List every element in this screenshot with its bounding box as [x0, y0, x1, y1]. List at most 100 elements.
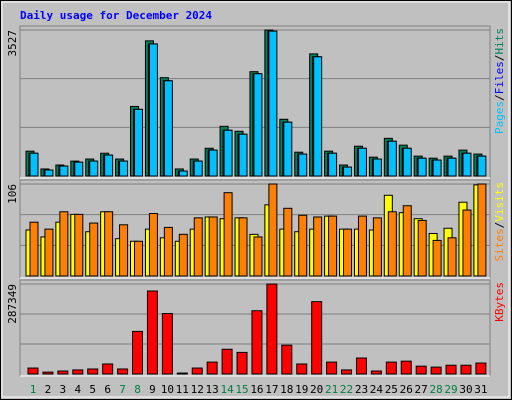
bar [223, 129, 233, 177]
bar [447, 237, 457, 277]
bar [341, 369, 353, 375]
bar [298, 153, 308, 177]
y-tick-label: 287349 [6, 284, 19, 324]
x-tick-label: 30 [459, 383, 472, 396]
bar [417, 219, 427, 277]
bar [102, 363, 114, 375]
bar [477, 183, 487, 277]
x-tick-label: 28 [429, 383, 442, 396]
bar [72, 369, 84, 375]
bar [44, 228, 54, 277]
bar [57, 370, 69, 375]
x-tick-label: 27 [415, 383, 428, 396]
x-tick-label: 21 [325, 383, 338, 396]
legend-separator: / [493, 94, 506, 101]
bar [328, 215, 338, 277]
bar [176, 372, 188, 375]
legend-entry: Files [493, 61, 506, 94]
bar [236, 351, 248, 375]
bar [387, 140, 397, 177]
bar [357, 215, 367, 277]
y-tick-label: 106 [6, 184, 19, 204]
bar [355, 357, 367, 375]
bar [370, 370, 382, 375]
bar [208, 149, 218, 177]
bar [477, 155, 487, 177]
bar [132, 330, 144, 375]
bar [29, 152, 39, 177]
x-tick-label: 7 [119, 383, 126, 396]
x-tick-label: 9 [149, 383, 156, 396]
x-tick-label: 6 [104, 383, 111, 396]
bar [223, 192, 233, 277]
y-tick-label: 3527 [6, 30, 19, 57]
bar [208, 216, 218, 277]
bar [238, 217, 248, 277]
bar [298, 214, 308, 277]
x-tick-label: 19 [295, 383, 308, 396]
legend-entry: Visits [493, 182, 506, 222]
x-tick-label: 12 [191, 383, 204, 396]
bar [134, 108, 144, 177]
bar [462, 209, 472, 277]
bar [268, 183, 278, 277]
bar [281, 344, 293, 375]
legend-entry: Sites [493, 228, 506, 261]
bar [44, 169, 54, 177]
bar [146, 290, 158, 375]
bar [29, 221, 39, 277]
bar [475, 362, 487, 375]
bar [59, 165, 69, 177]
legend-entry: Pages [493, 101, 506, 134]
chart-title: Daily usage for December 2024 [20, 9, 212, 22]
bar [417, 157, 427, 177]
bar [460, 364, 472, 375]
bar [178, 170, 188, 177]
legend: KBytes [493, 282, 506, 322]
bar [119, 160, 129, 177]
bar [343, 228, 353, 277]
bar [430, 366, 442, 375]
bar [283, 207, 293, 277]
bar [311, 301, 323, 375]
bar [193, 217, 203, 277]
x-tick-label: 17 [265, 383, 278, 396]
bar [163, 226, 173, 277]
bar [326, 361, 338, 375]
x-tick-label: 26 [400, 383, 413, 396]
x-tick-label: 29 [444, 383, 457, 396]
bar [415, 365, 427, 375]
bar [89, 222, 99, 277]
x-tick-label: 31 [474, 383, 487, 396]
bar [104, 154, 114, 177]
x-tick-label: 11 [176, 383, 189, 396]
legend: Sites/Visits [493, 182, 506, 262]
bar [163, 80, 173, 177]
bar [253, 73, 263, 177]
bar [161, 313, 173, 375]
bar [87, 368, 99, 375]
x-tick-label: 2 [45, 383, 52, 396]
bar [296, 363, 308, 375]
bar [283, 121, 293, 177]
bar [191, 367, 203, 375]
legend-separator: / [493, 55, 506, 62]
bar [74, 161, 84, 177]
bar [400, 360, 412, 375]
x-tick-label: 20 [310, 383, 323, 396]
bar [313, 216, 323, 277]
bar [206, 361, 218, 375]
x-tick-label: 18 [280, 383, 293, 396]
bar [104, 211, 114, 277]
bar [251, 310, 263, 375]
bar [372, 217, 382, 277]
x-tick-label: 22 [340, 383, 353, 396]
bar [238, 133, 248, 177]
bar [432, 239, 442, 277]
bar [462, 152, 472, 177]
bar [119, 224, 129, 277]
bar [59, 211, 69, 277]
bar [266, 283, 278, 375]
